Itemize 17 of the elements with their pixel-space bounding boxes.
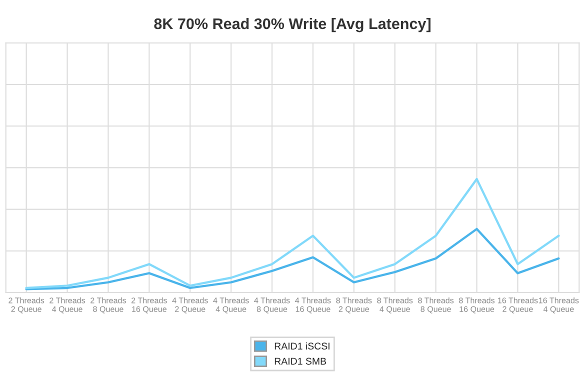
x-tick-label: 2 Threads 4 Queue	[50, 297, 86, 314]
x-tick-label: 2 Threads 8 Queue	[90, 297, 126, 314]
x-tick-label: 2 Threads 2 Queue	[8, 297, 44, 314]
x-tick-label: 8 Threads 4 Queue	[377, 297, 413, 314]
x-tick-label: 2 Threads 16 Queue	[132, 297, 167, 314]
legend-label: RAID1 iSCSI	[274, 342, 330, 350]
x-tick-label: 4 Threads 8 Queue	[254, 297, 290, 314]
x-tick-label: 16 Threads 2 Queue	[498, 297, 538, 314]
x-tick-label: 4 Threads 16 Queue	[295, 297, 331, 314]
x-tick-label: 16 Threads 4 Queue	[538, 297, 579, 314]
x-tick-label: 8 Threads 8 Queue	[418, 297, 454, 314]
x-tick-label: 8 Threads 16 Queue	[459, 297, 495, 314]
x-tick-label: 8 Threads 2 Queue	[336, 297, 372, 314]
chart-title: 8K 70% Read 30% Write [Avg Latency]	[154, 18, 430, 32]
legend-label: RAID1 SMB	[274, 358, 326, 365]
x-tick-label: 4 Threads 2 Queue	[172, 297, 208, 314]
x-tick-label: 4 Threads 4 Queue	[213, 297, 249, 314]
